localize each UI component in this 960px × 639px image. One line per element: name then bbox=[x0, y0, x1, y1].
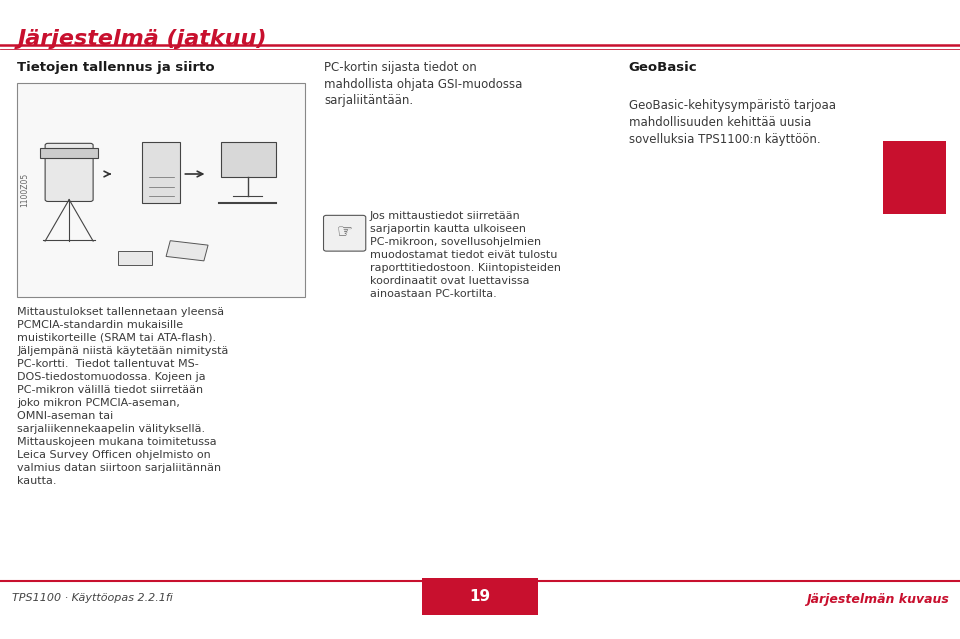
Bar bbox=[40, 148, 98, 158]
Text: PC-kortin sijasta tiedot on
mahdollista ohjata GSI-muodossa
sarjaliitäntään.: PC-kortin sijasta tiedot on mahdollista … bbox=[324, 61, 523, 107]
Bar bbox=[166, 241, 208, 261]
Text: Jos mittaustiedot siirretään
sarjaportin kautta ulkoiseen
PC-mikroon, sovellusoh: Jos mittaustiedot siirretään sarjaportin… bbox=[370, 211, 561, 299]
Bar bbox=[17, 83, 305, 297]
Bar bbox=[221, 142, 276, 177]
Bar bbox=[118, 251, 152, 265]
Text: 1100Z05: 1100Z05 bbox=[20, 173, 30, 207]
FancyBboxPatch shape bbox=[324, 215, 366, 251]
Text: ☞: ☞ bbox=[337, 222, 352, 240]
Text: GeoBasic-kehitysympäristö tarjoaa
mahdollisuuden kehittää uusia
sovelluksia TPS1: GeoBasic-kehitysympäristö tarjoaa mahdol… bbox=[629, 99, 836, 146]
FancyBboxPatch shape bbox=[45, 143, 93, 201]
Text: TPS1100 · Käyttöopas 2.2.1fi: TPS1100 · Käyttöopas 2.2.1fi bbox=[12, 593, 173, 603]
Text: Mittaustulokset tallennetaan yleensä
PCMCIA-standardin mukaisille
muistikorteill: Mittaustulokset tallennetaan yleensä PCM… bbox=[17, 307, 228, 486]
Text: Järjestelmä (jatkuu): Järjestelmä (jatkuu) bbox=[17, 29, 267, 49]
Bar bbox=[883, 141, 946, 214]
Text: GeoBasic: GeoBasic bbox=[629, 61, 697, 73]
Bar bbox=[142, 142, 180, 203]
Bar bbox=[422, 578, 538, 615]
Text: Järjestelmän kuvaus: Järjestelmän kuvaus bbox=[805, 593, 948, 606]
Text: 19: 19 bbox=[469, 589, 491, 604]
Text: Tietojen tallennus ja siirto: Tietojen tallennus ja siirto bbox=[17, 61, 215, 73]
